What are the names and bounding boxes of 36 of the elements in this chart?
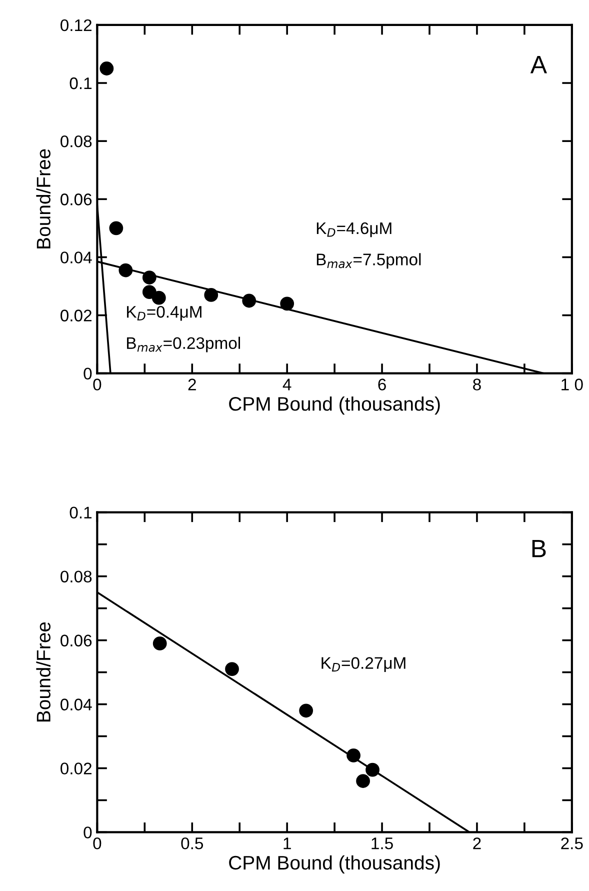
- y-tick-label: 0.1: [70, 506, 92, 519]
- annotation: K$_{D}$=0.4μM: [127, 306, 202, 321]
- x-tick-label: 6: [378, 378, 386, 390]
- x-tick-label: 2: [188, 378, 196, 390]
- y-tick-label: 0: [84, 368, 92, 380]
- x-tick-label: 0.5: [181, 837, 204, 850]
- y-tick-label: 0.08: [60, 570, 92, 582]
- y-tick-label: 0.12: [60, 19, 92, 32]
- x-tick-label: 1 0: [562, 378, 583, 390]
- annotation: K$_{D}$=4.6μM: [316, 222, 392, 238]
- x-tick-label: 1.5: [372, 838, 393, 850]
- y-tick-label: 0.04: [60, 698, 92, 710]
- y-tick-label: 0: [84, 826, 92, 838]
- x-tick-label: 1: [284, 838, 291, 850]
- x-axis-title: CPM Bound (thousands): [229, 855, 440, 874]
- annotation: B$_{max}$=7.5pmol: [316, 253, 421, 269]
- x-tick-label: 4: [282, 378, 292, 390]
- y-axis-title: Bound/Free: [36, 622, 50, 722]
- y-tick-label: 0.02: [60, 762, 92, 774]
- x-axis-title: CPM Bound (thousands): [229, 396, 440, 415]
- y-tick-label: 0.06: [60, 194, 92, 206]
- y-tick-label: 0.04: [60, 252, 92, 264]
- annotation: A: [530, 56, 547, 74]
- y-tick-label: 0.02: [60, 310, 92, 322]
- x-tick-label: 8: [473, 378, 481, 390]
- x-tick-label: 0: [93, 378, 102, 390]
- x-tick-label: 0: [93, 837, 102, 850]
- y-tick-label: 0.08: [60, 135, 92, 148]
- y-tick-label: 0.1: [70, 77, 92, 90]
- annotation: B$_{max}$=0.23pmol: [127, 336, 240, 352]
- annotation: K$_{D}$=0.27μM: [322, 657, 406, 672]
- annotation: B: [532, 540, 546, 558]
- x-tick-label: 2.5: [561, 837, 583, 850]
- x-tick-label: 2: [473, 837, 481, 850]
- y-tick-label: 0.06: [60, 634, 92, 646]
- y-axis-title: Bound/Free: [36, 149, 50, 248]
